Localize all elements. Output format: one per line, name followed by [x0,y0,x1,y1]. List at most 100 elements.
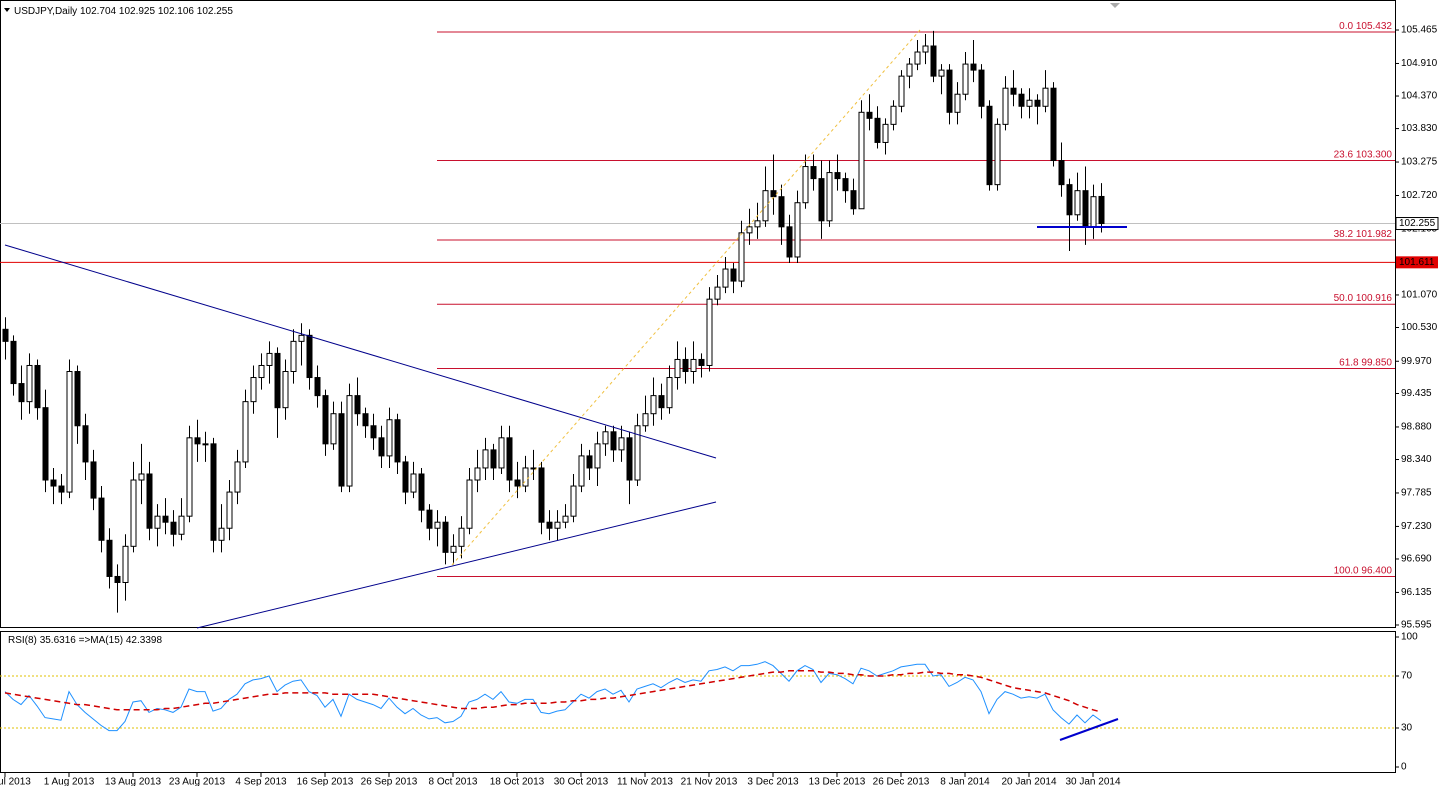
y-tick-label: 95.595 [1401,620,1432,631]
y-tick-label: 101.070 [1401,290,1438,301]
candle-body [490,449,497,469]
rsi-tick-label: 70 [1401,671,1413,682]
candle-body [530,467,537,470]
candle-body [210,443,217,541]
y-tick-label: 103.275 [1401,157,1438,168]
y-tick-label: 104.370 [1401,91,1438,102]
candle-body [1042,87,1049,107]
candle-body [322,395,329,445]
candle-body [378,437,385,457]
candle-body [730,268,737,282]
fib-ratio: 23.6 [1334,149,1354,160]
candle-body [362,413,369,427]
candle-body [626,437,633,481]
fib-label: 0.0 105.432 [1339,21,1392,32]
candle-body [138,473,145,481]
y-tick-label: 99.435 [1401,388,1432,399]
candle-body [770,190,777,198]
candle-body [874,117,881,143]
header: USDJPY,Daily 102.704 102.925 102.106 102… [14,6,233,17]
candle-body [946,69,953,113]
candle-body [890,105,897,125]
candle-body [1098,195,1105,225]
candle-body [410,473,417,493]
candle-body [722,268,729,288]
fib-label: 61.8 99.850 [1339,357,1392,368]
candle-body [74,371,81,427]
candle-body [602,431,609,445]
candle-body [930,45,937,77]
candle-body [858,111,865,210]
candle-body [170,521,177,535]
candle-body [1010,87,1017,95]
candle-body [1002,87,1009,125]
candle-body [330,413,337,445]
candle-body [650,395,657,415]
candle-body [98,497,105,541]
y-tick-label: 96.135 [1401,587,1432,598]
candle-body [154,515,161,529]
candle-body [1034,99,1041,107]
candle-body [618,437,625,451]
candle-body [802,166,809,204]
candle-body [250,377,257,403]
candle-body [2,328,9,342]
fib-price: 96.400 [1361,565,1392,576]
x-tick-label: 4 Sep 2013 [235,777,287,786]
y-tick-label: 100.530 [1401,322,1438,333]
x-tick-label: 23 Aug 2013 [169,777,226,786]
y-tick-label: 105.465 [1401,25,1438,36]
x-tick-label: 30 Jan 2014 [1065,777,1120,786]
candle-body [738,232,745,282]
candle-body [778,196,785,228]
x-tick-label: 22 Jul 2013 [0,777,31,786]
y-tick-label: 96.690 [1401,554,1432,565]
candle-body [882,123,889,143]
candle-body [954,93,961,113]
candle-body [978,69,985,107]
candle-body [498,437,505,469]
rsi-tick-label: 0 [1401,762,1407,773]
x-tick-label: 13 Aug 2013 [105,777,162,786]
candle-body [546,521,553,529]
candle-body [610,431,617,451]
candle-body [466,479,473,529]
rsi-ma-line [4,670,1102,713]
candle-body [474,467,481,481]
y-tick-label: 102.720 [1401,190,1438,201]
x-tick-label: 18 Oct 2013 [490,777,545,786]
candle-body [114,575,121,583]
y-tick-label: 104.910 [1401,58,1438,69]
candle-body [786,226,793,258]
candle-body [18,383,25,403]
candle-body [58,485,65,493]
candle-body [922,45,929,53]
candle-body [418,473,425,511]
candle-body [90,461,97,499]
candle-body [10,340,17,385]
candle-body [386,419,393,457]
candle-body [562,515,569,523]
candle-body [578,455,585,487]
candle-body [346,395,353,487]
candle-body [666,377,673,409]
candle-body [218,527,225,541]
candle-body [682,358,689,373]
candle-body [290,340,297,373]
x-tick-label: 21 Nov 2013 [681,777,738,786]
fib-label: 38.2 101.982 [1334,229,1393,240]
fib-ratio: 50.0 [1334,293,1354,304]
candle-body [450,545,457,553]
candle-body [354,395,361,415]
candle-body [938,69,945,77]
fib-ratio: 0.0 [1339,21,1353,32]
candle-body [442,521,449,553]
trend-line [4,244,717,459]
candle-body [762,190,769,222]
candle-body [1050,87,1057,162]
candle-body [130,479,137,547]
candle-body [698,358,705,366]
candle-body [106,539,113,577]
fib-price: 103.300 [1356,149,1393,160]
fib-label: 23.6 103.300 [1334,149,1393,160]
